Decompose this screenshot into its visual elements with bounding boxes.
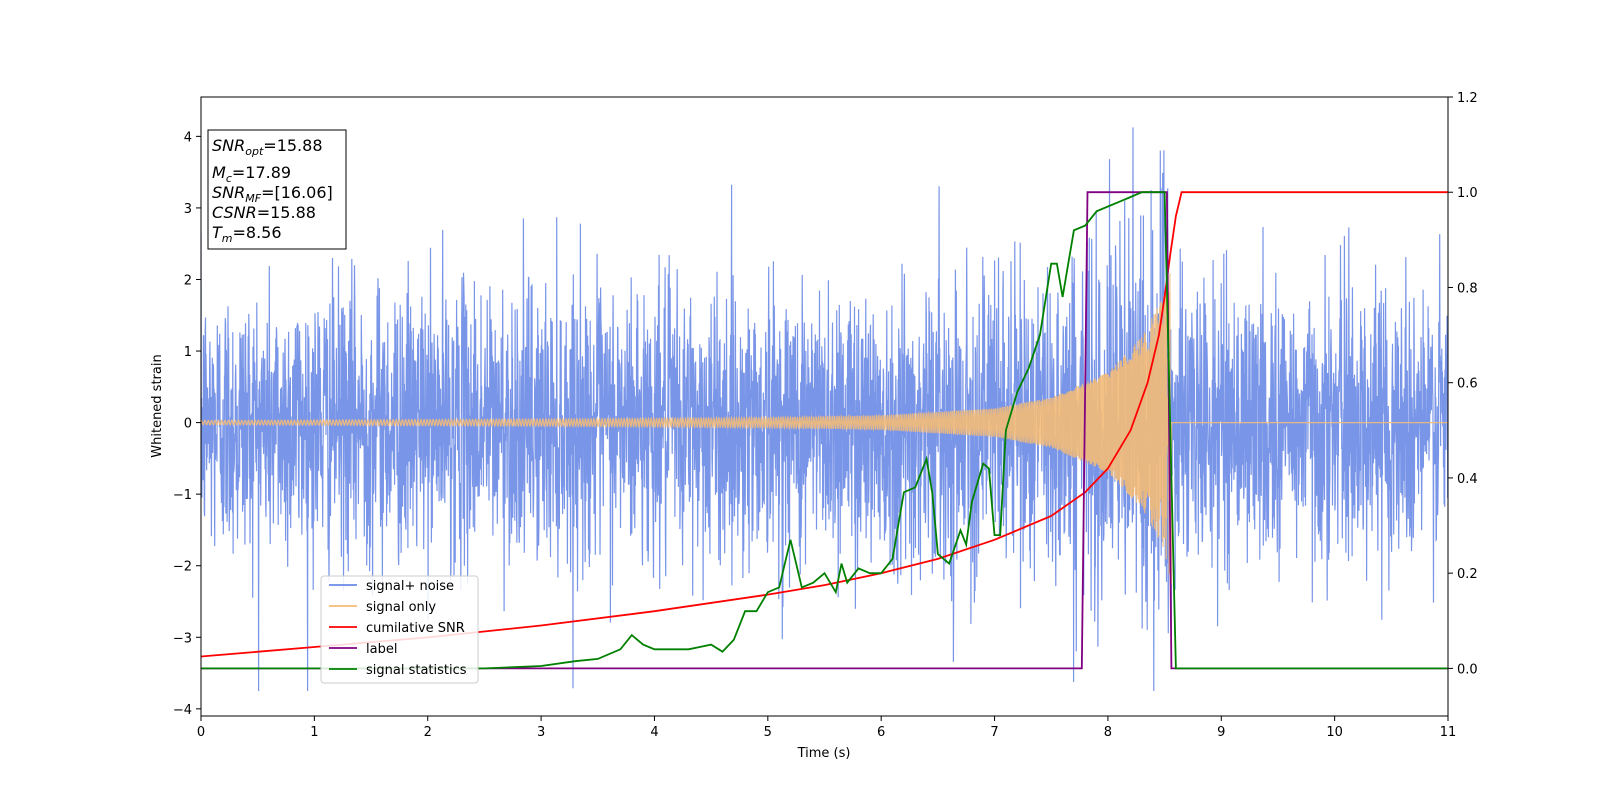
- info-box: SNRopt=15.88 Mc=17.89 SNRMF=[16.06] CSNR…: [207, 129, 347, 250]
- y-tick-label: 1: [184, 345, 192, 360]
- legend-label-cumilative-snr: cumilative SNR: [366, 621, 465, 636]
- y2-tick-label: 1.0: [1457, 186, 1478, 201]
- legend-label-label: label: [366, 642, 397, 657]
- x-axis-ticks: 0 1 2 3 4 5 6 7 8 9 10 11: [197, 716, 1456, 740]
- x-tick-label: 1: [310, 725, 318, 740]
- series-signal-statistics-line: [201, 191, 1448, 670]
- x-tick-label: 6: [877, 725, 885, 740]
- x-tick-label: 5: [764, 725, 772, 740]
- y-tick-label: −1: [173, 488, 192, 503]
- x-axis-label: Time (s): [797, 746, 851, 761]
- x-tick-label: 9: [1217, 725, 1225, 740]
- x-tick-label: 0: [197, 725, 205, 740]
- x-tick-label: 3: [537, 725, 545, 740]
- series-signal-noise-line: [201, 127, 1448, 692]
- x-tick-label: 2: [424, 725, 432, 740]
- plot-area: [201, 127, 1448, 692]
- info-tm: Tm=8.56: [212, 223, 282, 245]
- info-csnr: CSNR=15.88: [212, 203, 316, 222]
- y2-tick-label: 1.2: [1457, 91, 1478, 106]
- y-tick-label: 4: [184, 130, 192, 145]
- series-signal-only-line: [201, 273, 1448, 584]
- legend-label-signal-only: signal only: [366, 600, 436, 615]
- legend: signal+ noise signal only cumilative SNR la…: [320, 575, 479, 684]
- y-tick-label: −4: [173, 703, 192, 718]
- legend-label-signal-statistics: signal statistics: [366, 663, 467, 678]
- plot-frame: [200, 96, 1449, 717]
- y2-tick-label: 0.8: [1457, 281, 1478, 296]
- x-tick-label: 7: [990, 725, 998, 740]
- info-mc: Mc=17.89: [212, 163, 291, 185]
- y-axis-right-ticks: 0.0 0.2 0.4 0.6 0.8 1.0 1.2: [1448, 91, 1478, 677]
- legend-frame: [320, 575, 479, 684]
- info-snr-mf: SNRMF=[16.06]: [212, 183, 333, 205]
- y2-tick-label: 0.4: [1457, 472, 1478, 487]
- y2-tick-label: 0.0: [1457, 662, 1478, 677]
- info-box-frame: [207, 129, 347, 250]
- x-tick-label: 10: [1326, 725, 1343, 740]
- y-tick-label: 0: [184, 417, 192, 432]
- x-tick-label: 4: [650, 725, 658, 740]
- y2-tick-label: 0.6: [1457, 377, 1478, 392]
- y-tick-label: −3: [173, 631, 192, 646]
- y-axis-left-ticks: −4 −3 −2 −1 0 1 2 3 4: [173, 130, 201, 718]
- x-tick-label: 8: [1104, 725, 1112, 740]
- x-tick-label: 11: [1440, 725, 1457, 740]
- y-axis-label: Whitened strain: [150, 354, 165, 457]
- legend-label-signal-noise: signal+ noise: [366, 579, 454, 594]
- info-snr-opt: SNRopt=15.88: [212, 136, 323, 158]
- y-tick-label: 3: [184, 202, 192, 217]
- y2-tick-label: 0.2: [1457, 567, 1478, 582]
- y-tick-label: 2: [184, 273, 192, 288]
- y-tick-label: −2: [173, 560, 192, 575]
